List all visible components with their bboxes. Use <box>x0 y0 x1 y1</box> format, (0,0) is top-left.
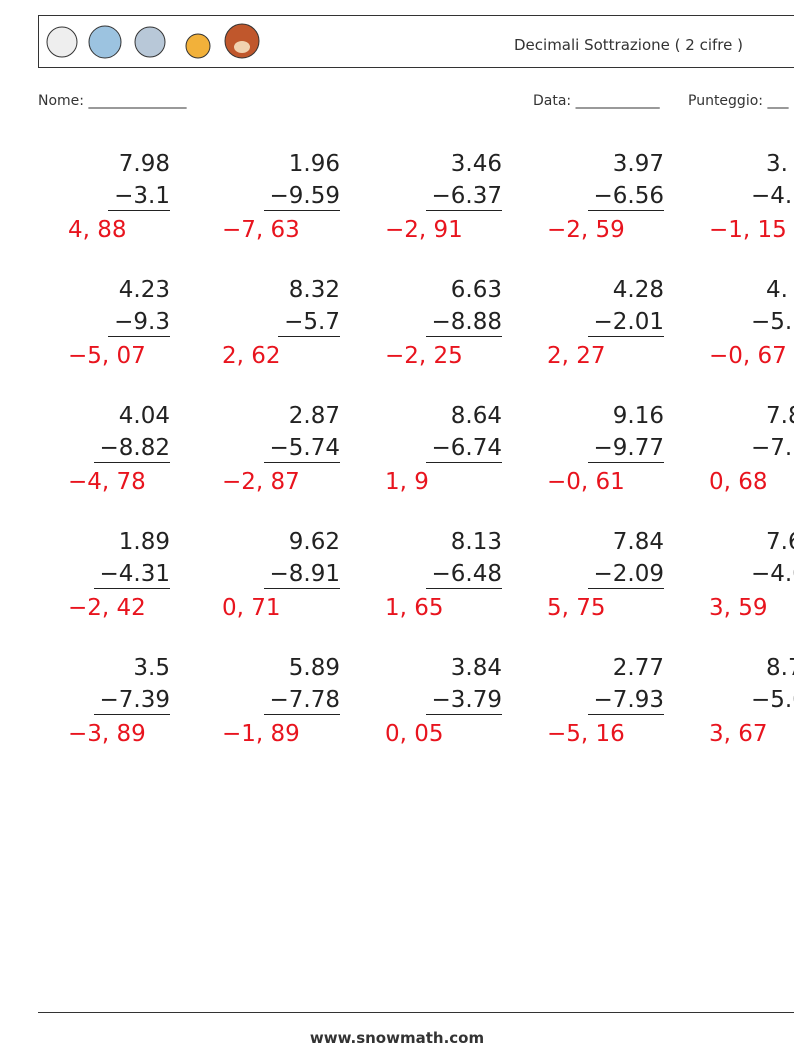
minuend: 6.63 <box>450 277 502 303</box>
subtrahend: −9.3 <box>108 308 170 337</box>
minuend: 1.89 <box>118 529 170 555</box>
minuend: 5.89 <box>288 655 340 681</box>
minuend: 9.16 <box>612 403 664 429</box>
subtrahend: −3.1 <box>108 182 170 211</box>
answer: −2, 42 <box>68 595 146 621</box>
answer: −0, 67 <box>709 343 787 369</box>
answer: −1, 15 <box>709 217 787 243</box>
minuend: 7.84 <box>612 529 664 555</box>
answer: 5, 75 <box>547 595 606 621</box>
subtrahend: −5.74 <box>263 434 340 463</box>
minuend: 3.46 <box>450 151 502 177</box>
minuend: 3. <box>766 151 788 177</box>
answer: 2, 27 <box>547 343 606 369</box>
answer: 3, 59 <box>709 595 768 621</box>
answer: 0, 71 <box>222 595 281 621</box>
answer: −5, 16 <box>547 721 625 747</box>
minuend: 4.28 <box>612 277 664 303</box>
subtrahend: −8.91 <box>263 560 340 589</box>
answer: −2, 25 <box>385 343 463 369</box>
answer: 3, 67 <box>709 721 768 747</box>
minuend: 7.8 <box>766 403 794 429</box>
answer: −5, 07 <box>68 343 146 369</box>
answer: 1, 9 <box>385 469 429 495</box>
subtrahend: −4.31 <box>93 560 170 589</box>
subtrahend: −5. <box>751 309 793 335</box>
minuend: 8.7 <box>766 655 794 681</box>
minuend: 3.84 <box>450 655 502 681</box>
subtrahend: −6.74 <box>425 434 502 463</box>
answer: −2, 59 <box>547 217 625 243</box>
answer: 4, 88 <box>68 217 127 243</box>
minuend: 4.04 <box>118 403 170 429</box>
subtrahend: −7.1 <box>751 435 794 461</box>
subtrahend: −6.56 <box>587 182 664 211</box>
subtrahend: −2.09 <box>587 560 664 589</box>
date-field: Data: ____________ <box>533 93 660 109</box>
subtrahend: −5.7 <box>278 308 340 337</box>
subtrahend: −7.78 <box>263 686 340 715</box>
answer: −3, 89 <box>68 721 146 747</box>
subtrahend: −8.88 <box>425 308 502 337</box>
answer: −1, 89 <box>222 721 300 747</box>
header-box <box>38 15 794 68</box>
minuend: 3.5 <box>133 655 170 681</box>
subtrahend: −2.01 <box>587 308 664 337</box>
answer: 2, 62 <box>222 343 281 369</box>
minuend: 9.62 <box>288 529 340 555</box>
subtrahend: −9.77 <box>587 434 664 463</box>
answer: 1, 65 <box>385 595 444 621</box>
score-field: Punteggio: ___ <box>688 93 789 109</box>
answer: −7, 63 <box>222 217 300 243</box>
name-field: Nome: ______________ <box>38 93 187 109</box>
subtrahend: −9.59 <box>263 182 340 211</box>
answer: 0, 05 <box>385 721 444 747</box>
minuend: 4.23 <box>118 277 170 303</box>
minuend: 2.87 <box>288 403 340 429</box>
minuend: 7.98 <box>118 151 170 177</box>
footer-site: www.snowmath.com <box>309 1029 485 1047</box>
subtrahend: −6.48 <box>425 560 502 589</box>
answer: −2, 91 <box>385 217 463 243</box>
answer: −0, 61 <box>547 469 625 495</box>
subtrahend: −7.93 <box>587 686 664 715</box>
answer: −2, 87 <box>222 469 300 495</box>
minuend: 2.77 <box>612 655 664 681</box>
minuend: 1.96 <box>288 151 340 177</box>
subtrahend: −7.39 <box>93 686 170 715</box>
animal-icons <box>46 23 260 59</box>
minuend: 7.6 <box>766 529 794 555</box>
subtrahend: −4.0 <box>751 561 794 587</box>
minuend: 8.13 <box>450 529 502 555</box>
minuend: 8.32 <box>288 277 340 303</box>
title: Decimali Sottrazione ( 2 cifre ) <box>514 36 743 54</box>
minuend: 8.64 <box>450 403 502 429</box>
footer-line <box>38 1012 794 1013</box>
subtrahend: −5.0 <box>751 687 794 713</box>
answer: −4, 78 <box>68 469 146 495</box>
subtrahend: −6.37 <box>425 182 502 211</box>
minuend: 3.97 <box>612 151 664 177</box>
minuend: 4. <box>766 277 788 303</box>
subtrahend: −3.79 <box>425 686 502 715</box>
subtrahend: −4. <box>751 183 793 209</box>
answer: 0, 68 <box>709 469 768 495</box>
subtrahend: −8.82 <box>93 434 170 463</box>
